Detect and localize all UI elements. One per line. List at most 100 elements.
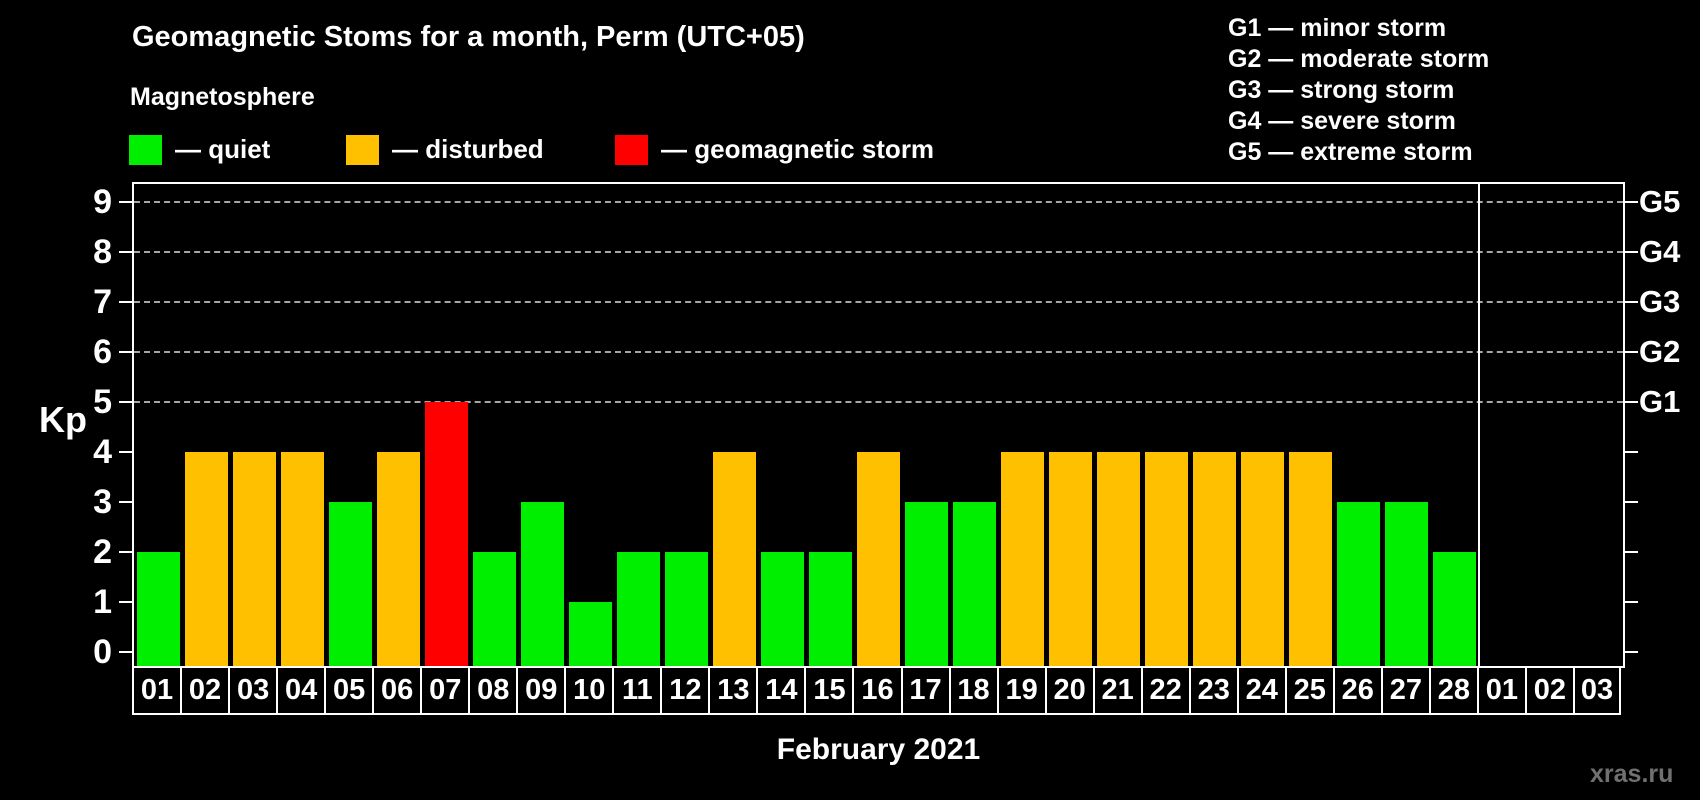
bar-day-05 (328, 502, 372, 666)
g-axis-label-g3: G3 (1639, 284, 1681, 319)
bar-day-22 (1145, 452, 1189, 666)
kp-tick-left (119, 351, 132, 353)
kp-tick-left (119, 651, 132, 653)
bar-day-21 (1097, 452, 1141, 666)
kp-tick-right (1625, 501, 1638, 503)
kp-tick-right (1625, 301, 1638, 303)
day-label-box: 21 (1092, 666, 1143, 715)
kp-tick-left (119, 451, 132, 453)
kp-tick-label: 6 (93, 333, 112, 371)
bar-day-06 (376, 452, 420, 666)
gridline-g2 (134, 351, 1623, 353)
bar-day-16 (856, 452, 900, 666)
bar-day-13 (712, 452, 756, 666)
bar-day-08 (472, 552, 516, 666)
day-label-box: 11 (612, 666, 663, 715)
bar-day-27 (1385, 502, 1429, 666)
kp-tick-right (1625, 551, 1638, 553)
day-label-box: 18 (948, 666, 999, 715)
g-scale-legend-line: G2 — moderate storm (1228, 45, 1490, 73)
kp-tick-left (119, 301, 132, 303)
kp-tick-label: 4 (93, 433, 112, 471)
day-label-box: 02 (1524, 666, 1575, 715)
day-label-box: 26 (1332, 666, 1383, 715)
kp-tick-left (119, 551, 132, 553)
month-divider (1477, 184, 1480, 666)
kp-tick-left (119, 251, 132, 253)
day-label-box: 23 (1188, 666, 1239, 715)
kp-tick-left (119, 601, 132, 603)
kp-tick-right (1625, 251, 1638, 253)
day-label-box: 16 (852, 666, 903, 715)
kp-tick-left (119, 401, 132, 403)
legend-label-disturbed: — disturbed (392, 134, 544, 164)
day-label-box: 07 (420, 666, 471, 715)
gridline-g3 (134, 301, 1623, 303)
kp-tick-label: 3 (93, 483, 112, 521)
kp-tick-right (1625, 351, 1638, 353)
kp-tick-left (119, 201, 132, 203)
day-label-box: 01 (132, 666, 183, 715)
day-label-box: 08 (468, 666, 519, 715)
bar-day-23 (1193, 452, 1237, 666)
day-label-box: 14 (756, 666, 807, 715)
day-label-box: 03 (228, 666, 279, 715)
day-label-box: 20 (1044, 666, 1095, 715)
kp-tick-label: 8 (93, 233, 112, 271)
bar-day-28 (1433, 552, 1477, 666)
chart-title: Geomagnetic Stoms for a month, Perm (UTC… (132, 21, 805, 53)
plot-area: G1 G2 G3 G4 G5 0 1 2 3 4 5 6 7 8 9 Kp (39, 182, 1680, 671)
kp-tick-label: 7 (93, 283, 112, 321)
day-label-box: 04 (276, 666, 327, 715)
day-labels-row: 01 02 03 04 05 06 07 08 09 10 11 12 13 14 15 16 17 18 19 20… (132, 666, 1625, 715)
bar-day-01 (136, 552, 180, 666)
bar-day-10 (568, 602, 612, 666)
legend-item-disturbed: — disturbed (346, 134, 544, 165)
g-scale-legend: G1 — minor storm G2 — moderate storm G3 — … (1228, 13, 1489, 168)
kp-tick-right (1625, 401, 1638, 403)
legend-item-storm: — geomagnetic storm (615, 134, 934, 165)
kp-tick-label: 2 (93, 533, 112, 571)
bar-day-14 (760, 552, 804, 666)
kp-tick-right (1625, 601, 1638, 603)
legend-swatch-storm-icon (615, 134, 648, 165)
bar-day-04 (280, 452, 324, 666)
legend-label-storm: — geomagnetic storm (661, 134, 935, 164)
day-label-box: 03 (1572, 666, 1621, 715)
g-axis-label-g2: G2 (1639, 334, 1681, 369)
gridline-g1 (134, 401, 1623, 403)
chart-subtitle: Magnetosphere (130, 83, 315, 111)
kp-axis-title: Kp (39, 399, 87, 440)
bar-day-02 (184, 452, 228, 666)
g-scale-legend-line: G5 — extreme storm (1228, 138, 1473, 166)
bar-day-17 (905, 502, 949, 666)
day-label-box: 17 (900, 666, 951, 715)
day-label-box: 15 (804, 666, 855, 715)
day-label-box: 05 (324, 666, 375, 715)
day-label-box: 28 (1428, 666, 1479, 715)
day-label-box: 01 (1476, 666, 1527, 715)
kp-tick-label: 9 (93, 183, 112, 221)
day-label-box: 22 (1140, 666, 1191, 715)
day-label-box: 12 (660, 666, 711, 715)
gridline-g5 (134, 201, 1623, 203)
g-axis-label-g5: G5 (1639, 184, 1681, 219)
g-axis-label-g4: G4 (1639, 234, 1681, 269)
g-axis-label-g1: G1 (1639, 384, 1681, 419)
bar-day-26 (1337, 502, 1381, 666)
g-scale-legend-line: G3 — strong storm (1228, 76, 1455, 104)
bar-day-18 (953, 502, 997, 666)
bar-day-03 (232, 452, 276, 666)
bar-day-09 (520, 502, 564, 666)
day-label-box: 02 (180, 666, 231, 715)
bar-day-12 (664, 552, 708, 666)
bar-day-24 (1241, 452, 1285, 666)
month-label: February 2021 (776, 733, 981, 766)
day-label-box: 09 (516, 666, 567, 715)
legend-swatch-quiet-icon (129, 134, 162, 165)
legend-label-quiet: — quiet (175, 134, 271, 164)
g-scale-legend-line: G4 — severe storm (1228, 107, 1456, 135)
gridline-g4 (134, 251, 1623, 253)
bar-day-07 (424, 402, 468, 666)
